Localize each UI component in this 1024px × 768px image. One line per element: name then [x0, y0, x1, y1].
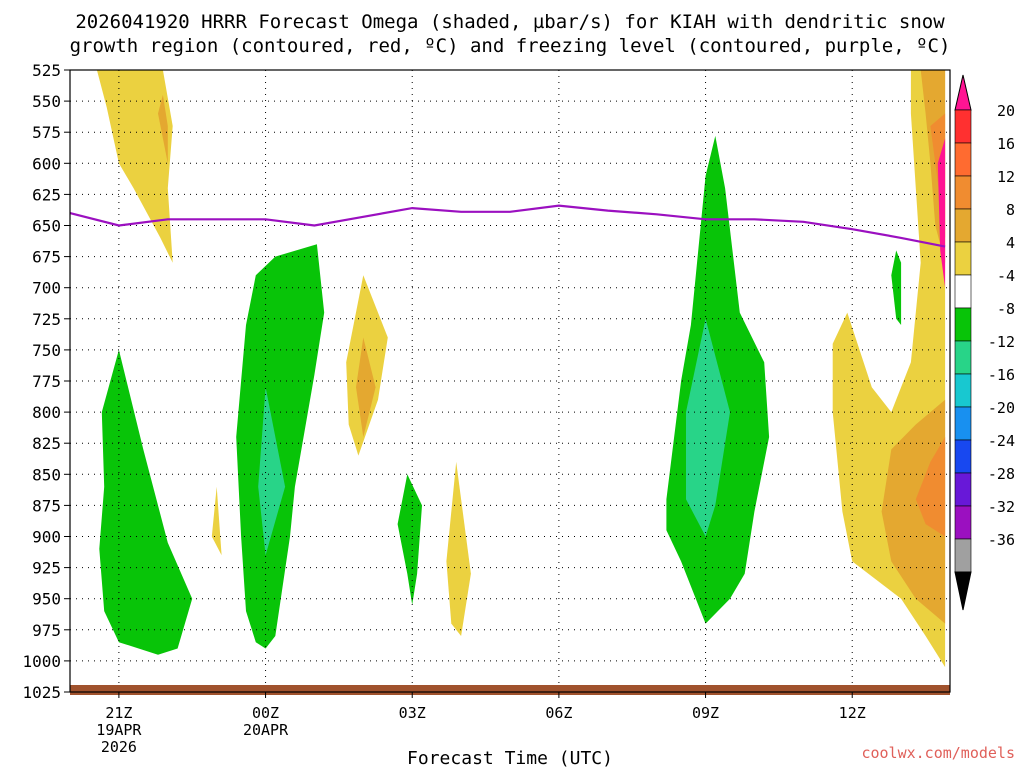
y-tick-label: 625 [32, 185, 61, 204]
colorbar-label: -4 [997, 267, 1015, 285]
y-tick-label: 700 [32, 279, 61, 298]
colorbar-label: -8 [997, 300, 1015, 318]
colorbar-swatch [954, 208, 972, 243]
y-tick-label: 1000 [22, 652, 61, 671]
colorbar-swatch [954, 373, 972, 408]
freezing-level-series [69, 204, 946, 248]
colorbar-swatch [954, 538, 972, 573]
x-axis-label: Forecast Time (UTC) [407, 748, 613, 768]
colorbar-swatch [954, 439, 972, 474]
colorbar-label: -28 [988, 465, 1015, 483]
y-tick-label: 575 [32, 123, 61, 142]
omega-region-ascent-00z-mid [236, 244, 325, 649]
colorbar-bottom-arrow [954, 571, 972, 611]
omega-region-descent-15z-max [937, 138, 946, 288]
omega-shaded-regions [96, 70, 946, 668]
y-tick-label: 875 [32, 496, 61, 515]
y-tick-label: 800 [32, 403, 61, 422]
y-tick-label: 900 [32, 528, 61, 547]
omega-region-ascent-14z [891, 250, 902, 325]
x-tick-label: 12Z [839, 704, 866, 722]
credit-text: coolwx.com/models [861, 744, 1015, 762]
x-tick-label: 09Z [692, 704, 719, 722]
colorbar-swatch [954, 472, 972, 507]
y-tick-label: 550 [32, 92, 61, 111]
y-tick-label: 675 [32, 248, 61, 267]
colorbar-label: -32 [988, 498, 1015, 516]
y-tick-label: 650 [32, 217, 61, 236]
y-tick-label: 975 [32, 621, 61, 640]
colorbar-swatch [954, 505, 972, 540]
omega-region-descent-13z-lower-core [881, 399, 946, 624]
colorbar-swatch [954, 340, 972, 375]
freezing-level-line [69, 204, 946, 248]
y-tick-label: 850 [32, 465, 61, 484]
omega-region-descent-13z-core [920, 70, 946, 263]
colorbar-label: -16 [988, 366, 1015, 384]
x-tick-label: 20APR [243, 721, 289, 739]
omega-region-descent-21z-upper-core [158, 94, 168, 164]
y-tick-label: 950 [32, 590, 61, 609]
plot-background [70, 70, 950, 692]
colorbar-swatch [954, 241, 972, 276]
y-tick-label: 525 [32, 61, 61, 80]
colorbar-top-arrow [954, 74, 972, 111]
omega-region-descent-04z [446, 461, 471, 636]
omega-region-ascent-03z [397, 474, 422, 605]
omega-region-descent-02z-core [356, 337, 376, 437]
colorbar-label: -12 [988, 333, 1015, 351]
colorbar-label: -24 [988, 432, 1015, 450]
colorbar-swatch [954, 142, 972, 177]
colorbar-label: 20 [997, 102, 1015, 120]
y-tick-label: 775 [32, 372, 61, 391]
y-tick-label: 925 [32, 559, 61, 578]
colorbar-swatch [954, 406, 972, 441]
colorbar-swatch [954, 109, 972, 144]
y-tick-label: 750 [32, 341, 61, 360]
y-tick-label: 600 [32, 154, 61, 173]
chart-title-line1: 2026041920 HRRR Forecast Omega (shaded, … [75, 11, 945, 33]
x-tick-label: 19APR [96, 721, 142, 739]
x-tick-label: 21Z [105, 704, 132, 722]
y-tick-label: 1025 [22, 683, 61, 702]
colorbar-label: 12 [997, 168, 1015, 186]
x-tick-label: 03Z [399, 704, 426, 722]
omega-region-descent-21z-upper [96, 70, 173, 263]
colorbar-label: 8 [1006, 201, 1015, 219]
colorbar-swatch [954, 274, 972, 309]
colorbar-label: 16 [997, 135, 1015, 153]
ground-strip [70, 685, 950, 695]
x-tick-label: 00Z [252, 704, 279, 722]
omega-region-descent-14z-lower-core [915, 437, 946, 537]
colorbar-label: -36 [988, 531, 1015, 549]
colorbar: 20 16 12 8 4 -4 -8 -12 -16 -20 -24 -28 -32 -36 [954, 74, 1015, 611]
colorbar-label: -20 [988, 399, 1015, 417]
y-tick-label: 825 [32, 434, 61, 453]
y-tick-label: 725 [32, 310, 61, 329]
omega-region-ascent-21z-lower [99, 349, 193, 655]
y-axis: 525 550 575 600 625 650 675 700 725 750 775 800 825 8… [22, 61, 70, 702]
colorbar-swatch [954, 175, 972, 210]
omega-region-ascent-09z-core [686, 318, 730, 537]
x-tick-label: 06Z [545, 704, 572, 722]
chart-title-line2: growth region (contoured, red, ºC) and f… [70, 35, 951, 57]
x-tick-label: 2026 [101, 738, 137, 756]
colorbar-label: 4 [1006, 234, 1015, 252]
omega-region-descent-22z-small [211, 486, 222, 556]
omega-region-ascent-00z-core [258, 387, 286, 556]
colorbar-swatch [954, 307, 972, 342]
